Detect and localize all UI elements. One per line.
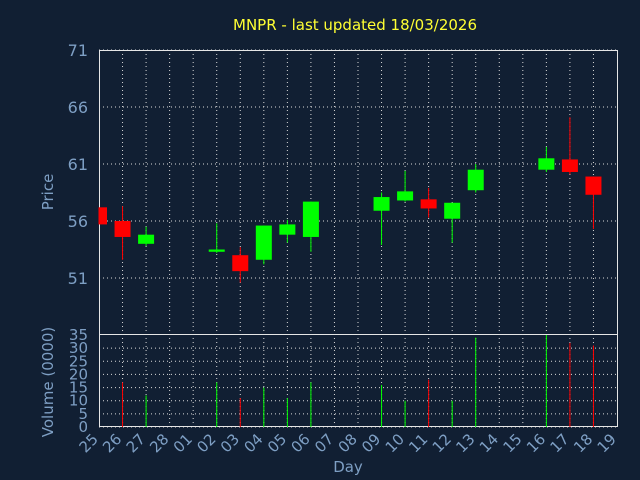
price-tick-label: 61 <box>68 155 88 174</box>
candle-body <box>138 234 155 244</box>
candle-body <box>279 224 296 235</box>
candle-body <box>232 255 249 272</box>
price-tick-label: 56 <box>68 212 88 231</box>
plot-frame <box>99 50 618 427</box>
volume-tick-label: 30 <box>69 339 88 357</box>
candle-body <box>538 158 555 170</box>
candle-body <box>302 201 319 237</box>
candle-body <box>208 249 225 252</box>
volume-bars <box>122 335 594 427</box>
candle-body <box>255 225 272 260</box>
tick-labels: 5156616671051015202530352526272801020304… <box>68 41 620 456</box>
candle-body <box>585 176 602 195</box>
volume-tick-label: 25 <box>69 352 88 370</box>
candles <box>98 117 602 283</box>
volume-axis-label: Volume (0000) <box>39 327 57 437</box>
x-axis-label: Day <box>333 458 363 476</box>
volume-tick-label: 15 <box>69 379 88 397</box>
volume-tick-label: 20 <box>69 365 88 383</box>
candle-body <box>373 197 390 211</box>
candle-body <box>114 221 131 237</box>
volume-tick-label: 5 <box>78 405 88 423</box>
candle-body <box>397 191 414 201</box>
price-tick-label: 71 <box>68 41 88 60</box>
volume-tick-label: 35 <box>69 326 88 344</box>
volume-tick-label: 0 <box>78 418 88 436</box>
price-tick-label: 51 <box>68 269 88 288</box>
candle-body <box>420 199 437 209</box>
price-tick-label: 66 <box>68 98 88 117</box>
candle-body <box>99 207 107 225</box>
price-axis-label: Price <box>39 174 57 211</box>
chart-title: MNPR - last updated 18/03/2026 <box>233 16 477 34</box>
candle-body <box>467 169 484 191</box>
volume-tick-label: 10 <box>69 392 88 410</box>
candle-body <box>561 159 578 172</box>
candle-body <box>444 202 461 219</box>
